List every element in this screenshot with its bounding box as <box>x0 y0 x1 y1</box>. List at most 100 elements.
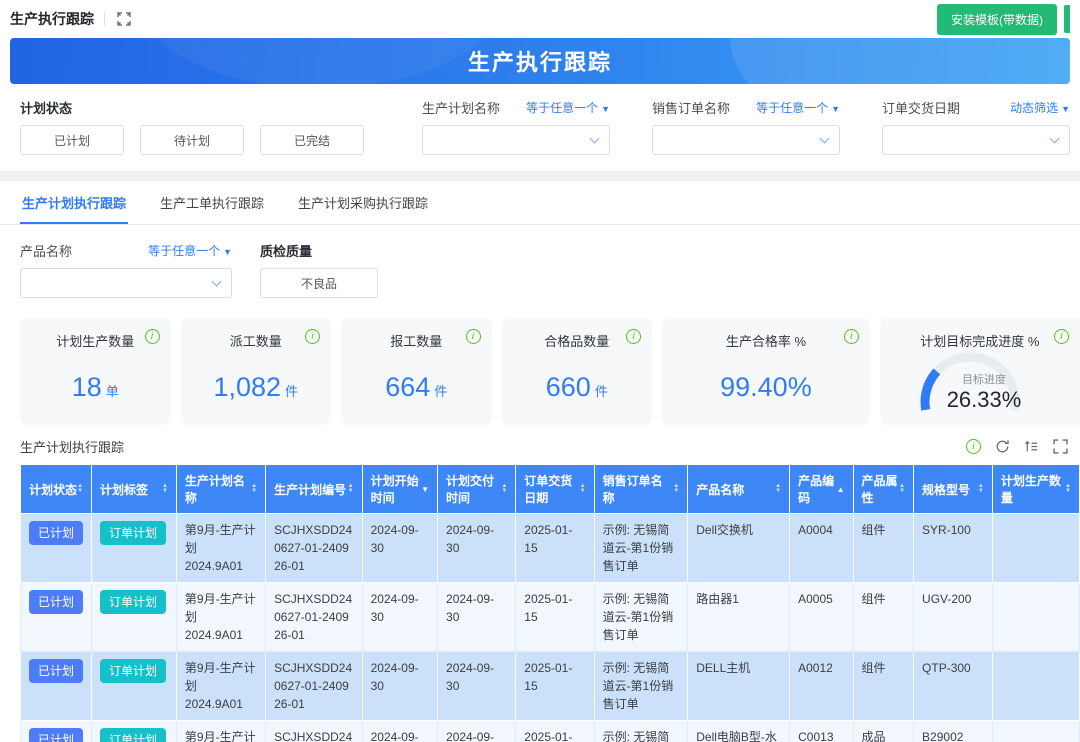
table-column-header[interactable]: 计划标签 ▲ ▼ <box>91 464 177 514</box>
caret-down-icon: ▼ <box>1061 104 1070 114</box>
row-height-icon[interactable] <box>1024 439 1039 454</box>
info-icon[interactable]: i <box>1053 329 1069 344</box>
filter-row: 计划状态 已计划 待计划 已完结 生产计划名称 等于任意一个 ▼ 销售订单名称 等于任… <box>0 84 1080 171</box>
expand-table-icon[interactable] <box>1053 439 1068 454</box>
info-icon[interactable]: i <box>843 329 859 344</box>
tab-item[interactable]: 生产计划采购执行跟踪 <box>298 196 429 211</box>
sort-icon: ▲ ▼ <box>251 483 258 494</box>
sales-order-select[interactable] <box>652 125 840 155</box>
plan-code-cell: SCJHXSDD240627-01-240926-01 <box>265 582 363 652</box>
table-column-header[interactable]: 计划开始时间 ▼ <box>361 464 439 514</box>
sort-asc-icon: ▲ <box>836 484 845 494</box>
sort-icon: ▲ ▼ <box>501 483 508 494</box>
sales-order-operator-dropdown[interactable]: 等于任意一个 ▼ <box>756 101 840 115</box>
refresh-icon[interactable] <box>995 439 1010 454</box>
caret-down-icon: ▼ <box>223 247 232 257</box>
status-badge: 已计划 <box>29 659 84 683</box>
sort-icon: ▲ ▼ <box>673 483 680 494</box>
delivery-date-operator-dropdown[interactable]: 动态筛选 ▼ <box>1010 101 1070 115</box>
delivery-date-cell: 2025-01-15 <box>515 582 595 652</box>
delivery-date-select[interactable] <box>882 125 1070 155</box>
info-icon[interactable]: i <box>465 329 481 344</box>
product-code-cell: A0004 <box>789 513 854 583</box>
sales-order-cell: 示例: 无锡简道云-第1份销售订单 <box>593 513 689 583</box>
kpi-title: 生产合格率 % <box>725 334 806 349</box>
svg-text:目标进度: 目标进度 <box>962 372 1006 386</box>
info-icon[interactable]: i <box>144 329 160 344</box>
plan-name-select[interactable] <box>422 125 610 155</box>
install-template-button[interactable]: 安装模板(带数据) <box>937 3 1057 35</box>
kpi-title: 派工数量 <box>229 334 282 349</box>
fullscreen-icon[interactable] <box>115 10 133 28</box>
kpi-card: 计划生产数量 i 18 单 <box>20 318 171 425</box>
chevron-down-icon <box>211 276 222 287</box>
table-title: 生产计划执行跟踪 <box>20 440 125 455</box>
svg-text:26.33%: 26.33% <box>947 387 1022 412</box>
table-column-header[interactable]: 规格型号 ▲ ▼ <box>913 464 993 514</box>
product-name-operator-dropdown[interactable]: 等于任意一个 ▼ <box>148 244 232 258</box>
tab-active[interactable]: 生产计划执行跟踪 <box>20 181 129 224</box>
sort-icon: ▲ ▼ <box>775 483 782 494</box>
table-column-header[interactable]: 产品属性 ▲ ▼ <box>852 464 915 514</box>
spec-cell: QTP-300 <box>913 651 993 721</box>
table-column-header[interactable]: 生产计划名称 ▲ ▼ <box>175 464 267 514</box>
tab-item[interactable]: 生产工单执行跟踪 <box>160 196 265 211</box>
plan-status-option-button[interactable]: 待计划 <box>140 125 244 155</box>
defective-filter-button[interactable]: 不良品 <box>260 268 378 298</box>
delivery-date-cell: 2025-01-15 <box>515 651 595 721</box>
table-column-header[interactable]: 计划生产数量 ▲ ▼ <box>991 464 1080 514</box>
table-column-header[interactable]: 订单交货日期 ▲ ▼ <box>515 464 595 514</box>
tag-badge: 订单计划 <box>100 728 167 742</box>
product-name-cell: 路由器1 <box>687 582 791 652</box>
due-date-cell: 2024-09-30 <box>437 651 517 721</box>
plan-code-cell: SCJHXSDD240627-01-240926-01 <box>265 651 363 721</box>
due-date-cell: 2024-09-30 <box>437 720 517 742</box>
table-column-header[interactable]: 生产计划编号 ▲ ▼ <box>265 464 363 514</box>
plan-code-cell: SCJHXSDD240627-01-240926-01 <box>265 513 363 583</box>
kpi-card-row: 计划生产数量 i 18 单派工数量 i 1,082 件报工数量 i 664 件合格品数量 i 660 件… <box>0 312 1080 425</box>
info-icon[interactable]: i <box>966 439 981 454</box>
plan-status-option-button[interactable]: 已计划 <box>20 125 124 155</box>
delivery-date-cell: 2025-01-15 <box>515 720 595 742</box>
sort-icon: ▲ ▼ <box>77 483 84 494</box>
tag-badge: 订单计划 <box>100 521 167 545</box>
plan-name-operator-dropdown[interactable]: 等于任意一个 ▼ <box>526 101 610 115</box>
kpi-title: 计划目标完成进度 % <box>920 334 1040 349</box>
kpi-card: 派工数量 i 1,082 件 <box>180 318 332 425</box>
plan-status-label: 计划状态 <box>20 101 73 116</box>
kpi-number: 99.40% <box>720 372 812 402</box>
plan-status-cell: 已计划 <box>19 720 93 742</box>
spec-cell: SYR-100 <box>913 513 993 583</box>
header-banner: 生产执行跟踪 <box>10 38 1070 84</box>
kpi-title: 合格品数量 <box>544 334 610 349</box>
banner-title: 生产执行跟踪 <box>467 50 612 75</box>
sales-order-label: 销售订单名称 <box>652 101 731 116</box>
tag-badge: 订单计划 <box>100 590 167 614</box>
kpi-unit: 件 <box>594 384 608 399</box>
start-date-cell: 2024-09-30 <box>361 513 439 583</box>
table-column-header[interactable]: 产品编码 ▲ <box>789 464 854 514</box>
table-column-header[interactable]: 销售订单名称 ▲ ▼ <box>593 464 689 514</box>
plan-qty-cell <box>991 513 1080 583</box>
sort-icon: ▲ ▼ <box>161 483 168 494</box>
quality-label: 质检质量 <box>260 244 313 259</box>
table-column-header[interactable]: 计划状态 ▲ ▼ <box>19 464 93 514</box>
info-icon[interactable]: i <box>305 329 321 344</box>
product-name-select[interactable] <box>20 268 232 298</box>
chevron-down-icon <box>1049 133 1060 144</box>
table-column-header[interactable]: 产品名称 ▲ ▼ <box>687 464 791 514</box>
secondary-button-cut[interactable] <box>1064 5 1070 33</box>
chevron-down-icon <box>589 133 600 144</box>
kpi-value: 99.40% <box>662 372 870 403</box>
plan-status-cell: 已计划 <box>19 513 93 583</box>
table-header-row: 生产计划执行跟踪 i <box>0 425 1080 464</box>
kpi-value: 664 件 <box>341 372 492 403</box>
info-icon[interactable]: i <box>626 329 642 344</box>
plan-status-option-button[interactable]: 已完结 <box>260 125 364 155</box>
progress-gauge: 目标进度 26.33% <box>880 352 1080 414</box>
table-column-header[interactable]: 计划交付时间 ▲ ▼ <box>437 464 517 514</box>
